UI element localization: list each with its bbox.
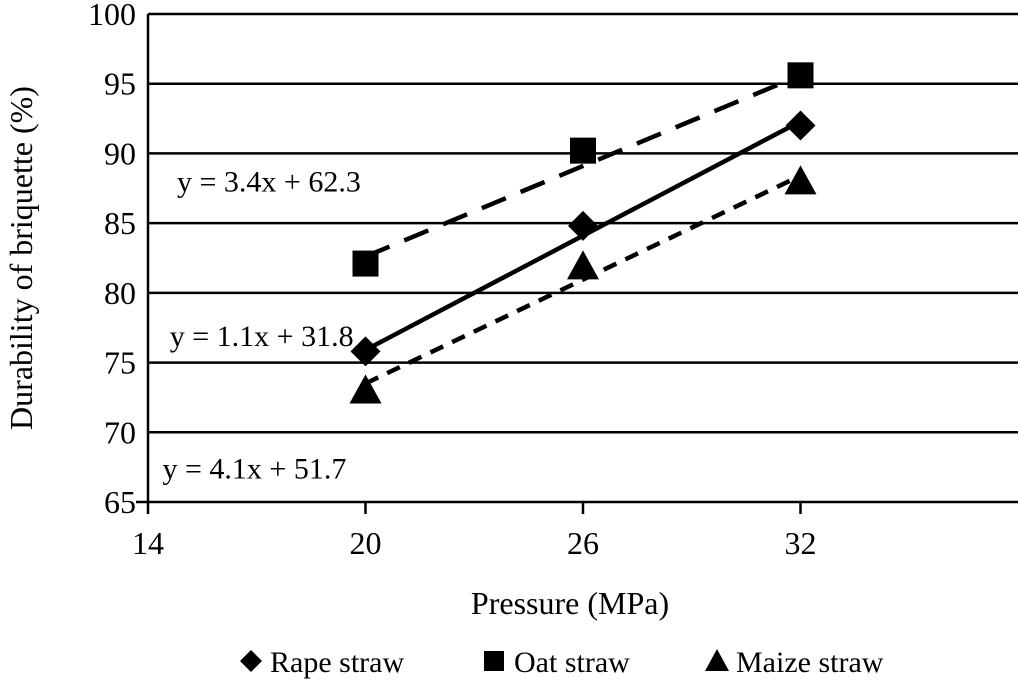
legend-item-maize-straw: Maize straw [705, 646, 884, 679]
trend-equation: y = 1.1x + 31.8 [170, 320, 354, 353]
legend-marker-maize-straw [705, 649, 729, 671]
legend-marker-oat-straw [484, 651, 504, 671]
data-point-rape-straw [568, 210, 598, 241]
data-point-oat-straw [570, 137, 596, 164]
trend-line-oat-straw [364, 73, 802, 259]
trend-equation: y = 3.4x + 62.3 [177, 165, 361, 198]
x-axis-title: Pressure (MPa) [471, 585, 669, 621]
x-tick-label: 14 [132, 525, 164, 561]
data-points [349, 62, 817, 404]
x-tick-label: 26 [567, 525, 599, 561]
data-point-maize-straw [784, 165, 817, 195]
legend-label-maize-straw: Maize straw [736, 646, 884, 679]
y-tick-label: 75 [104, 345, 136, 381]
data-point-rape-straw [350, 336, 381, 367]
y-tick-label: 100 [88, 0, 136, 32]
y-tick-label: 80 [104, 275, 136, 311]
x-tick-label: 32 [785, 525, 817, 561]
axes [136, 14, 1018, 514]
y-axis-title: Durability of briquette (%) [3, 86, 39, 430]
data-point-oat-straw [787, 62, 814, 89]
legend-marker-rape-straw [240, 650, 262, 672]
equation-annotations: y = 3.4x + 62.3 y = 1.1x + 31.8 y = 4.1x +… [163, 165, 361, 485]
data-point-oat-straw [352, 250, 379, 277]
y-tick-label: 90 [104, 135, 136, 171]
y-tick-label: 65 [104, 484, 136, 520]
y-tick-label: 70 [104, 414, 136, 450]
data-point-maize-straw [567, 250, 599, 280]
trend-equation: y = 4.1x + 51.7 [163, 453, 347, 486]
y-tick-label: 85 [104, 205, 136, 241]
legend-label-rape-straw: Rape straw [270, 646, 404, 679]
legend-label-oat-straw: Oat straw [514, 646, 630, 679]
trend-line-maize-straw [364, 173, 802, 386]
legend-item-rape-straw: Rape straw [240, 646, 404, 679]
data-point-maize-straw [349, 374, 382, 404]
x-tick-label: 20 [350, 525, 382, 561]
y-tick-labels: 65 70 75 80 85 90 95 100 [88, 0, 136, 520]
y-tick-label: 95 [104, 66, 136, 102]
data-point-rape-straw [785, 110, 816, 141]
x-tick-labels: 14 20 26 32 [132, 525, 817, 561]
legend-item-oat-straw: Oat straw [484, 646, 630, 679]
legend: Rape straw Oat straw Maize straw [240, 646, 884, 679]
